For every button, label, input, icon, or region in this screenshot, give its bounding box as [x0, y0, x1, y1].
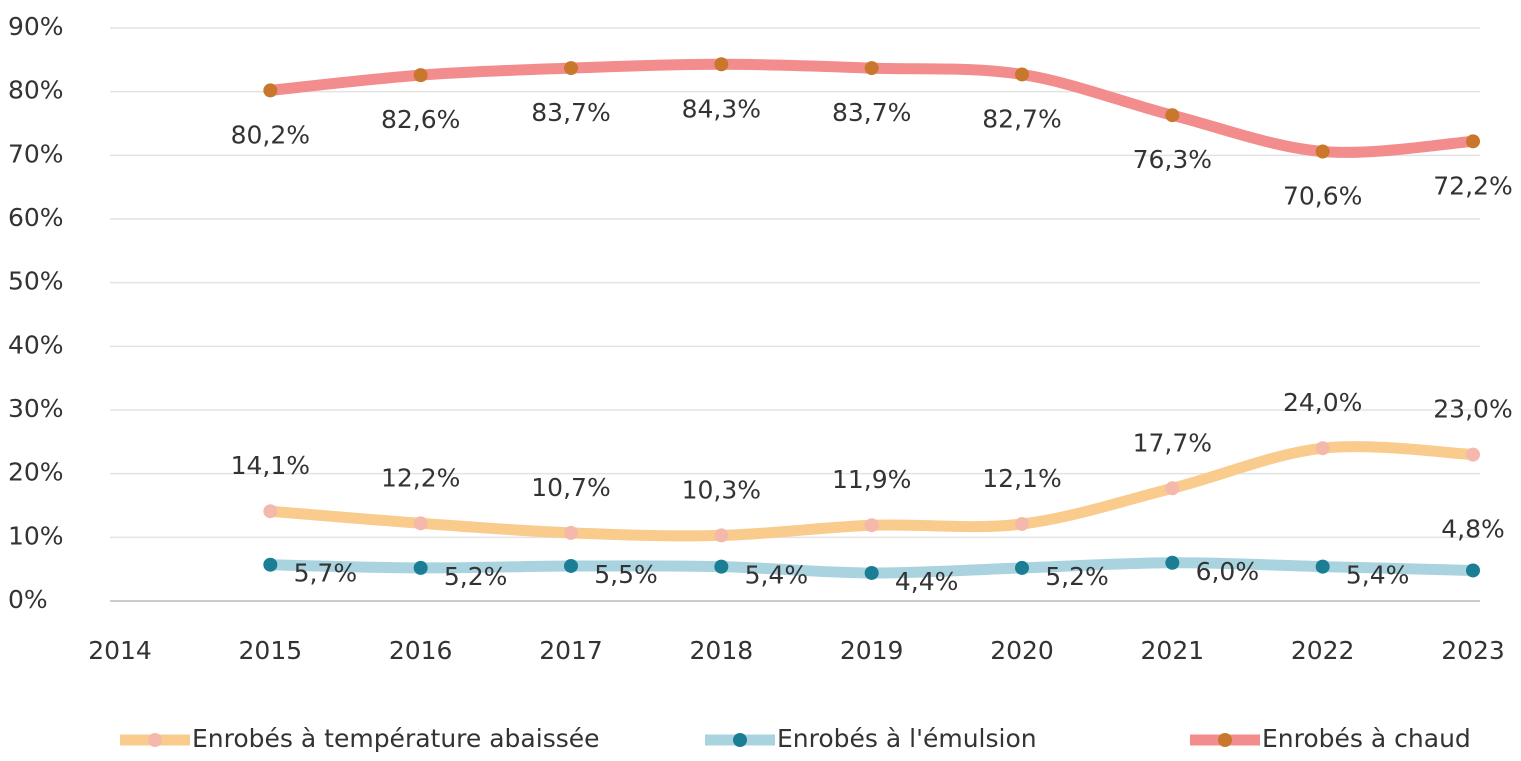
data-point: [1466, 563, 1480, 578]
data-point: [864, 518, 879, 533]
legend-label: Enrobés à température abaissée: [192, 724, 600, 753]
data-point: [714, 559, 729, 574]
data-label: 72,2%: [1433, 171, 1512, 200]
x-tick-label: 2018: [690, 636, 754, 665]
data-point: [864, 565, 879, 580]
y-tick-label: 50%: [8, 267, 64, 296]
data-label: 76,3%: [1133, 145, 1212, 174]
x-tick-label: 2016: [389, 636, 453, 665]
x-tick-label: 2020: [990, 636, 1054, 665]
x-tick-label: 2014: [88, 636, 152, 665]
data-label: 14,1%: [231, 451, 310, 480]
data-point: [1015, 516, 1029, 531]
legend-label: Enrobés à l'émulsion: [777, 724, 1037, 753]
data-point: [1165, 108, 1180, 123]
data-point: [413, 560, 428, 575]
data-label: 4,8%: [1441, 514, 1505, 543]
data-label: 6,0%: [1196, 557, 1260, 586]
y-tick-label: 10%: [8, 521, 64, 550]
data-label: 4,4%: [895, 567, 959, 596]
legend-label: Enrobés à chaud: [1262, 724, 1471, 753]
data-point: [714, 57, 729, 72]
y-tick-label: 30%: [8, 394, 64, 423]
x-tick-label: 2023: [1441, 636, 1505, 665]
data-label: 5,5%: [594, 560, 658, 589]
data-label: 10,3%: [682, 475, 761, 504]
y-tick-label: 0%: [8, 585, 48, 614]
x-tick-label: 2017: [539, 636, 603, 665]
y-tick-label: 90%: [8, 12, 64, 41]
data-point: [1466, 447, 1480, 462]
data-point: [1015, 67, 1029, 82]
y-tick-label: 20%: [8, 458, 64, 487]
data-label: 12,2%: [381, 463, 460, 492]
legend-marker: [733, 733, 747, 747]
data-point: [1165, 555, 1180, 570]
data-point: [564, 558, 578, 573]
data-point: [864, 61, 879, 76]
legend-marker: [148, 733, 162, 747]
data-label: 5,4%: [745, 561, 809, 590]
data-point: [564, 525, 578, 540]
data-label: 17,7%: [1133, 428, 1212, 457]
y-tick-label: 80%: [8, 76, 64, 105]
data-label: 82,6%: [381, 105, 460, 134]
data-point: [263, 557, 278, 572]
data-label: 83,7%: [531, 98, 610, 127]
data-label: 12,1%: [982, 464, 1061, 493]
data-label: 24,0%: [1283, 388, 1362, 417]
data-label: 11,9%: [832, 465, 911, 494]
data-label: 82,7%: [982, 104, 1061, 133]
y-tick-label: 40%: [8, 330, 64, 359]
data-point: [714, 528, 729, 543]
data-label: 5,2%: [1045, 562, 1109, 591]
data-label: 84,3%: [682, 94, 761, 123]
x-tick-label: 2021: [1141, 636, 1205, 665]
data-label: 70,6%: [1283, 182, 1362, 211]
y-tick-label: 70%: [8, 139, 64, 168]
x-tick-label: 2019: [840, 636, 904, 665]
data-point: [1315, 559, 1330, 574]
data-point: [1466, 134, 1480, 149]
x-tick-label: 2022: [1291, 636, 1355, 665]
data-label: 5,7%: [294, 559, 358, 588]
data-label: 83,7%: [832, 98, 911, 127]
x-tick-label: 2015: [239, 636, 303, 665]
data-label: 23,0%: [1433, 395, 1512, 424]
data-point: [1315, 144, 1330, 159]
data-point: [564, 61, 578, 76]
data-point: [263, 83, 278, 98]
data-point: [413, 68, 428, 83]
data-point: [1165, 481, 1180, 496]
data-label: 5,4%: [1346, 561, 1410, 590]
y-tick-label: 60%: [8, 203, 64, 232]
data-point: [413, 516, 428, 531]
legend-marker: [1218, 733, 1232, 747]
data-point: [1315, 441, 1330, 456]
data-label: 10,7%: [531, 473, 610, 502]
data-label: 5,2%: [444, 562, 508, 591]
data-point: [263, 504, 278, 519]
data-point: [1015, 560, 1029, 575]
data-label: 80,2%: [231, 120, 310, 149]
